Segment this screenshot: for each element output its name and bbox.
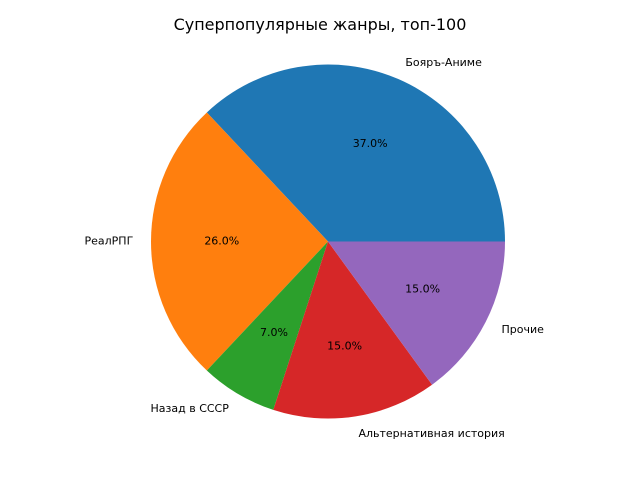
slice-percentage: 15.0% — [405, 283, 440, 296]
pie-slice — [206, 64, 506, 242]
slice-label: Альтернативная история — [358, 427, 504, 440]
slice-label: Бояръ-Аниме — [405, 56, 482, 69]
chart-title: Суперпопулярные жанры, топ-100 — [174, 15, 467, 34]
pie-slice — [206, 241, 328, 410]
slice-label: Прочие — [501, 323, 544, 336]
slice-label: Назад в СССР — [151, 402, 230, 415]
pie-slice — [151, 112, 328, 371]
pie-slice — [328, 241, 505, 385]
pie-labels: Бояръ-Аниме 37.0% РеалРПГ 26.0% Назад в СССР… — [85, 56, 545, 440]
slice-percentage: 15.0% — [327, 339, 362, 352]
pie-slice — [273, 241, 433, 419]
slice-percentage: 26.0% — [204, 235, 239, 248]
slice-percentage: 37.0% — [353, 137, 388, 150]
slice-label: РеалРПГ — [85, 235, 134, 248]
slice-percentage: 7.0% — [260, 326, 288, 339]
pie-slices — [151, 64, 506, 419]
